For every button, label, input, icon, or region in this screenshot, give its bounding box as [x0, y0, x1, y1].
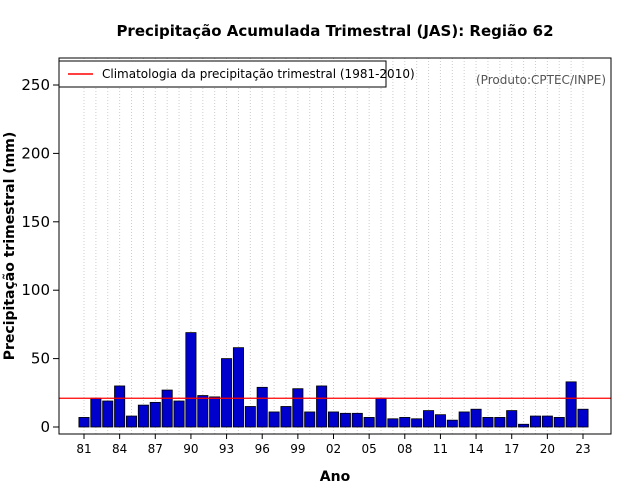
bar-02 [327, 411, 340, 428]
x-tick-label: 90 [183, 442, 198, 456]
y-tick-label: 0 [40, 418, 50, 436]
bar-84 [114, 385, 126, 428]
bar-00 [304, 411, 316, 428]
bar-17 [506, 410, 518, 428]
bar-99 [292, 388, 304, 428]
bar-93 [221, 358, 233, 428]
bars [78, 332, 589, 428]
bar-22 [565, 381, 577, 428]
bar-97 [268, 411, 280, 428]
bar-03 [339, 412, 351, 428]
bar-85 [126, 415, 138, 428]
bar-04 [351, 412, 363, 428]
y-axis: 0 50 100 150 200 250 [21, 76, 59, 436]
x-tick-label: 05 [362, 442, 377, 456]
chart-title: Precipitação Acumulada Trimestral (JAS):… [116, 22, 553, 40]
y-tick-label: 250 [21, 76, 50, 94]
legend-box [58, 60, 387, 88]
x-tick-label: 17 [504, 442, 519, 456]
x-tick-label: 81 [76, 442, 91, 456]
x-tick-label: 84 [112, 442, 127, 456]
bar-94 [232, 347, 244, 428]
bar-13 [458, 411, 470, 428]
bar-11 [434, 414, 446, 428]
bar-87 [149, 401, 161, 428]
bar-14 [470, 408, 482, 428]
x-axis: 81 84 87 90 93 96 99 02 05 08 11 14 17 20 23 [76, 434, 591, 456]
x-tick-label: 93 [219, 442, 234, 456]
bar-09 [411, 418, 423, 428]
bar-83 [102, 400, 114, 428]
x-tick-label: 99 [290, 442, 305, 456]
bar-88 [161, 389, 173, 428]
x-tick-label: 11 [433, 442, 448, 456]
bar-90 [185, 332, 197, 428]
bar-12 [446, 419, 458, 428]
bar-81 [78, 417, 90, 428]
x-tick-label: 02 [326, 442, 341, 456]
x-tick-label: 96 [255, 442, 270, 456]
bar-10 [423, 410, 435, 428]
y-tick-label: 100 [21, 281, 50, 299]
bar-96 [256, 386, 268, 428]
bar-82 [90, 397, 102, 428]
bar-95 [244, 406, 256, 428]
bar-19 [529, 415, 541, 428]
plot-frame [58, 57, 612, 435]
bar-89 [173, 400, 185, 428]
x-tick-label: 87 [148, 442, 163, 456]
bar-01 [316, 385, 328, 428]
y-tick-label: 150 [21, 213, 50, 231]
bar-20 [541, 415, 553, 428]
y-tick-label: 50 [31, 350, 50, 368]
legend-label: Climatologia da precipitação trimestral … [102, 67, 415, 81]
bar-08 [399, 417, 411, 428]
grid-lines [83, 58, 584, 434]
bar-07 [387, 418, 399, 428]
product-credit: (Produto:CPTEC/INPE) [476, 73, 606, 87]
bar-86 [137, 404, 149, 428]
bar-05 [363, 417, 375, 428]
bar-06 [375, 397, 387, 428]
bar-21 [553, 417, 565, 428]
x-tick-label: 14 [468, 442, 483, 456]
x-tick-label: 08 [397, 442, 412, 456]
bar-16 [494, 417, 506, 428]
y-axis-label: Precipitação trimestral (mm) [2, 132, 18, 360]
bar-18 [518, 423, 530, 428]
bar-91 [197, 395, 209, 428]
bar-15 [482, 417, 494, 428]
y-tick-label: 200 [21, 144, 50, 162]
legend: Climatologia da precipitação trimestral … [58, 60, 415, 88]
x-tick-label: 23 [575, 442, 590, 456]
x-axis-label: Ano [320, 469, 351, 485]
bar-92 [209, 396, 221, 428]
bar-98 [280, 406, 292, 428]
bar-23 [577, 408, 589, 428]
x-tick-label: 20 [540, 442, 555, 456]
